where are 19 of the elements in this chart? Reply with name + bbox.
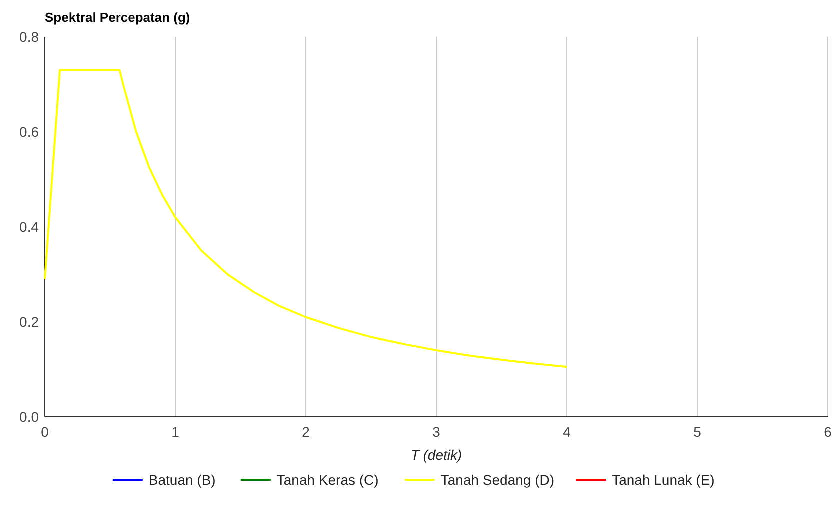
line-series	[44, 69, 568, 368]
y-tick-label: 0.6	[20, 124, 40, 140]
y-tick-label: 0.0	[20, 409, 40, 425]
chart-title: Spektral Percepatan (g)	[45, 10, 190, 25]
x-tick-label: 0	[41, 424, 50, 440]
y-tick-label: 0.2	[20, 314, 40, 330]
x-tick-label: 1	[172, 424, 180, 440]
x-tick-label: 6	[824, 424, 832, 440]
legend-label: Batuan (B)	[148, 472, 216, 488]
x-axis-title: T (detik)	[410, 447, 462, 463]
legend-label: Tanah Sedang (D)	[440, 472, 555, 488]
x-tick-label: 4	[563, 424, 572, 440]
y-tick-label: 0.8	[20, 29, 40, 45]
legend-label: Tanah Lunak (E)	[612, 472, 715, 488]
y-tick-label: 0.4	[20, 219, 40, 235]
x-tick-label: 2	[302, 424, 310, 440]
x-tick-label: 3	[432, 424, 441, 440]
x-tick-label: 5	[694, 424, 702, 440]
legend-label: Tanah Keras (C)	[276, 472, 379, 488]
